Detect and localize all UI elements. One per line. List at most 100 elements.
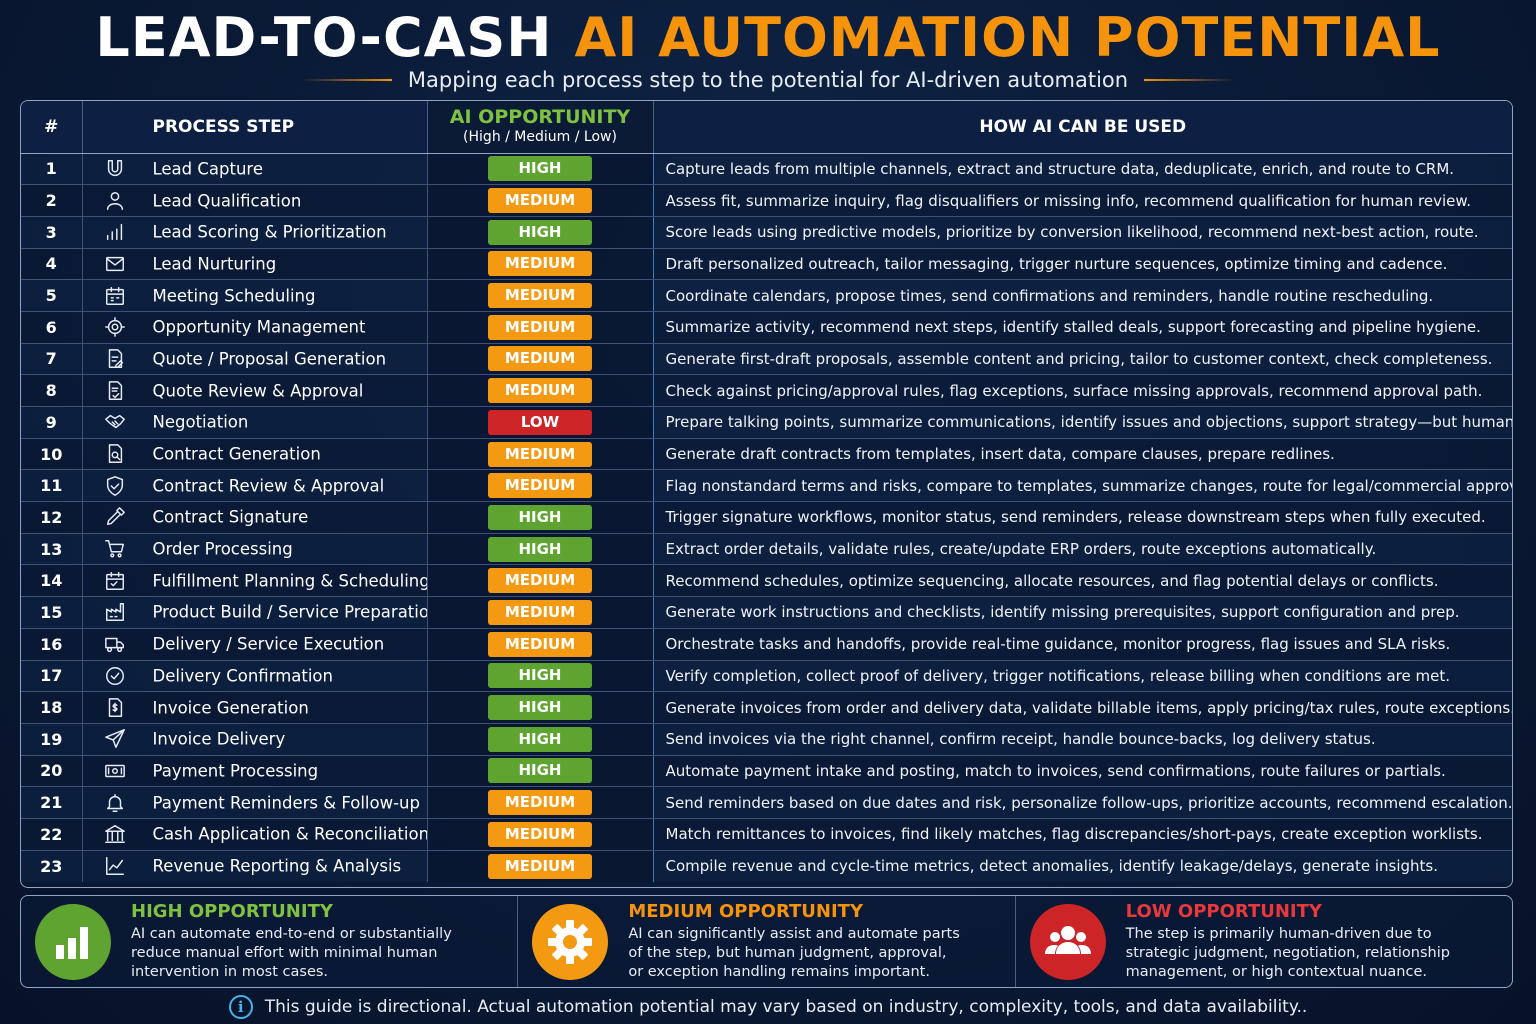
- opportunity-badge: LOW: [488, 409, 592, 435]
- table-row: 5 Meeting Scheduling MEDIUM Coordinate c…: [21, 279, 1512, 312]
- row-number: 12: [21, 501, 83, 534]
- legend-item-l: LOW OPPORTUNITY The step is primarily hu…: [1016, 896, 1512, 987]
- info-icon: i: [228, 995, 253, 1019]
- opportunity-badge: MEDIUM: [488, 378, 592, 404]
- invoice-icon: [103, 697, 129, 719]
- process-step-cell: Invoice Delivery: [82, 723, 428, 756]
- table-row: 20 Payment Processing HIGH Automate paym…: [21, 755, 1512, 788]
- table-row: 15 Product Build / Service Preparation M…: [21, 596, 1512, 629]
- ai-opportunity-cell: HIGH: [426, 660, 654, 693]
- legend-title: MEDIUM OPPORTUNITY: [628, 901, 863, 922]
- table-body: 1 Lead Capture HIGH Capture leads from m…: [21, 153, 1512, 882]
- process-step-label: Meeting Scheduling: [152, 286, 316, 306]
- ai-opportunity-cell: HIGH: [426, 533, 654, 566]
- process-step-cell: Order Processing: [82, 533, 428, 566]
- process-step-label: Delivery Confirmation: [152, 666, 334, 686]
- document-check-icon: [103, 380, 129, 402]
- opportunity-badge: HIGH: [488, 156, 592, 182]
- how-ai-description: Trigger signature workflows, monitor sta…: [653, 501, 1512, 534]
- row-number: 17: [21, 660, 83, 693]
- process-step-label: Negotiation: [152, 412, 249, 432]
- process-step-cell: Revenue Reporting & Analysis: [82, 850, 428, 882]
- how-ai-description: Extract order details, validate rules, c…: [653, 533, 1512, 566]
- table-row: 1 Lead Capture HIGH Capture leads from m…: [21, 153, 1512, 186]
- row-number: 1: [21, 153, 83, 186]
- how-ai-description: Compile revenue and cycle-time metrics, …: [653, 850, 1512, 882]
- how-ai-description: Orchestrate tasks and handoffs, provide …: [653, 628, 1512, 661]
- process-table-container: # PROCESS STEP AI OPPORTUNITY (High / Me…: [20, 100, 1513, 888]
- pen-icon: [103, 506, 129, 528]
- how-ai-description: Flag nonstandard terms and risks, compar…: [653, 469, 1512, 503]
- row-number: 18: [21, 691, 83, 724]
- process-step-cell: Cash Application & Reconciliation: [82, 818, 428, 851]
- person-icon: [103, 190, 129, 212]
- opportunity-badge: MEDIUM: [488, 631, 592, 657]
- ai-opportunity-cell: MEDIUM: [426, 628, 654, 661]
- row-number: 15: [21, 596, 83, 629]
- process-step-label: Revenue Reporting & Analysis: [152, 856, 402, 876]
- ai-opportunity-cell: MEDIUM: [426, 438, 654, 471]
- header-ai-subtitle: (High / Medium / Low): [463, 128, 617, 145]
- process-step-label: Contract Generation: [152, 444, 321, 464]
- bank-icon: [103, 823, 129, 845]
- table-header-row: # PROCESS STEP AI OPPORTUNITY (High / Me…: [21, 101, 1512, 154]
- opportunity-badge: MEDIUM: [488, 346, 592, 372]
- factory-icon: [103, 601, 129, 623]
- process-step-label: Lead Scoring & Prioritization: [152, 222, 387, 242]
- truck-icon: [103, 633, 129, 655]
- process-step-label: Opportunity Management: [152, 317, 366, 337]
- process-step-label: Product Build / Service Preparation: [152, 602, 427, 622]
- ai-opportunity-cell: HIGH: [426, 755, 654, 788]
- process-step-cell: Lead Qualification: [82, 184, 428, 217]
- ai-opportunity-cell: MEDIUM: [426, 311, 654, 344]
- bell-icon: [103, 792, 129, 814]
- table-row: 6 Opportunity Management MEDIUM Summariz…: [21, 311, 1512, 344]
- envelope-icon: [103, 253, 129, 275]
- row-number: 22: [21, 818, 83, 851]
- process-step-cell: Contract Generation: [82, 438, 428, 471]
- ai-opportunity-cell: LOW: [426, 406, 654, 439]
- opportunity-badge: MEDIUM: [488, 790, 592, 816]
- table-row: 14 Fulfillment Planning & Scheduling MED…: [21, 564, 1512, 598]
- opportunity-badge: HIGH: [488, 504, 592, 530]
- ai-opportunity-cell: MEDIUM: [426, 374, 654, 407]
- legend-text: LOW OPPORTUNITY The step is primarily hu…: [1126, 901, 1450, 982]
- how-ai-description: Draft personalized outreach, tailor mess…: [653, 248, 1512, 281]
- subtitle-divider-left: [301, 79, 392, 81]
- process-step-cell: Product Build / Service Preparation: [82, 596, 428, 629]
- ai-opportunity-cell: MEDIUM: [426, 343, 654, 376]
- table-row: 18 Invoice Generation HIGH Generate invo…: [21, 691, 1512, 724]
- table-row: 17 Delivery Confirmation HIGH Verify com…: [21, 660, 1512, 693]
- process-step-label: Invoice Delivery: [152, 729, 286, 749]
- process-step-cell: Lead Capture: [82, 153, 428, 186]
- table-row: 3 Lead Scoring & Prioritization HIGH Sco…: [21, 216, 1512, 249]
- row-number: 3: [21, 216, 83, 249]
- row-number: 8: [21, 374, 83, 407]
- ai-opportunity-cell: MEDIUM: [426, 818, 654, 851]
- opportunity-badge: HIGH: [488, 536, 592, 562]
- how-ai-description: Generate invoices from order and deliver…: [653, 691, 1512, 724]
- legend-text: MEDIUM OPPORTUNITY AI can significantly …: [628, 901, 959, 982]
- table-row: 23 Revenue Reporting & Analysis MEDIUM C…: [21, 850, 1512, 882]
- subtitle-row: Mapping each process step to the potenti…: [0, 66, 1536, 94]
- ai-opportunity-cell: MEDIUM: [426, 248, 654, 281]
- row-number: 2: [21, 184, 83, 217]
- calendar-icon: [103, 285, 129, 307]
- ai-opportunity-cell: MEDIUM: [426, 850, 654, 882]
- table-row: 2 Lead Qualification MEDIUM Assess fit, …: [21, 184, 1512, 217]
- ai-opportunity-cell: MEDIUM: [426, 564, 654, 598]
- check-circle-icon: [103, 665, 129, 687]
- process-step-cell: Payment Processing: [82, 755, 428, 788]
- ai-opportunity-cell: MEDIUM: [426, 469, 654, 503]
- process-step-label: Payment Reminders & Follow-up: [152, 793, 420, 813]
- opportunity-badge: MEDIUM: [488, 599, 592, 625]
- document-search-icon: [103, 443, 129, 465]
- bar-chart-icon: [103, 221, 129, 243]
- header-how-ai: HOW AI CAN BE USED: [653, 101, 1512, 154]
- row-number: 4: [21, 248, 83, 281]
- process-step-label: Lead Nurturing: [152, 254, 277, 274]
- process-step-label: Quote / Proposal Generation: [152, 349, 387, 369]
- line-chart-icon: [103, 855, 129, 877]
- opportunity-badge: MEDIUM: [488, 188, 592, 214]
- page-title: LEAD-TO-CASH AI AUTOMATION POTENTIAL: [0, 6, 1536, 70]
